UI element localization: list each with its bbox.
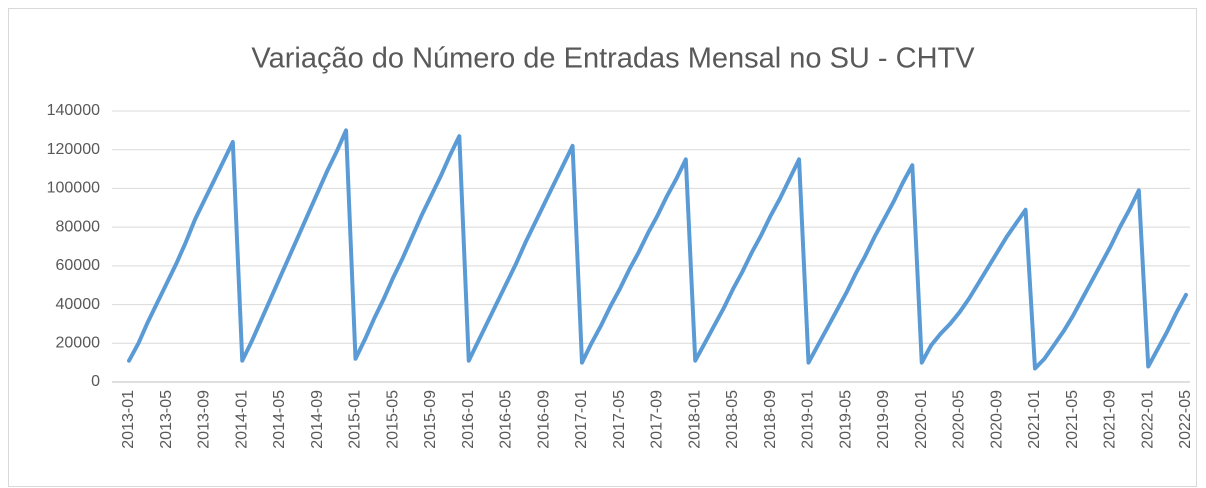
x-tick-label: 2022-05 [1177, 390, 1194, 449]
x-tick-label: 2014-09 [309, 390, 326, 449]
x-tick-label: 2018-05 [724, 390, 741, 449]
x-tick-label: 2021-05 [1064, 390, 1081, 449]
x-tick-label: 2018-01 [686, 390, 703, 449]
y-tick-label: 20000 [56, 335, 101, 352]
x-tick-label: 2017-01 [573, 390, 590, 449]
y-tick-label: 60000 [56, 257, 101, 274]
x-tick-label: 2016-09 [535, 390, 552, 449]
x-tick-label: 2019-09 [875, 390, 892, 449]
y-tick-label: 100000 [47, 180, 100, 197]
x-tick-label: 2020-09 [988, 390, 1005, 449]
x-tick-label: 2021-09 [1102, 390, 1119, 449]
y-tick-label: 140000 [47, 102, 100, 119]
y-tick-label: 0 [91, 373, 100, 390]
x-tick-label: 2019-01 [800, 390, 817, 449]
x-tick-label: 2014-01 [233, 390, 250, 449]
x-tick-label: 2013-09 [196, 390, 213, 449]
x-tick-label: 2015-01 [347, 390, 364, 449]
x-tick-label: 2013-01 [120, 390, 137, 449]
y-tick-label: 80000 [56, 218, 101, 235]
chart-title: Variação do Número de Entradas Mensal no… [251, 43, 975, 75]
x-tick-label: 2021-01 [1026, 390, 1043, 449]
x-tick-label: 2015-05 [384, 390, 401, 449]
data-line [127, 128, 1188, 371]
x-tick-label: 2020-05 [951, 390, 968, 449]
x-tick-label: 2015-09 [422, 390, 439, 449]
y-tick-label: 40000 [56, 296, 101, 313]
x-tick-label: 2020-01 [913, 390, 930, 449]
x-tick-label: 2017-05 [611, 390, 628, 449]
x-tick-label: 2017-09 [649, 390, 666, 449]
chart-border [8, 8, 1197, 487]
x-tick-label: 2014-05 [271, 390, 288, 449]
x-tick-label: 2022-01 [1139, 390, 1156, 449]
x-tick-label: 2018-09 [762, 390, 779, 449]
y-tick-label: 120000 [47, 141, 100, 158]
x-tick-label: 2013-05 [158, 390, 175, 449]
x-tick-label: 2016-01 [460, 390, 477, 449]
x-tick-label: 2019-05 [837, 390, 854, 449]
x-tick-label: 2016-05 [498, 390, 515, 449]
